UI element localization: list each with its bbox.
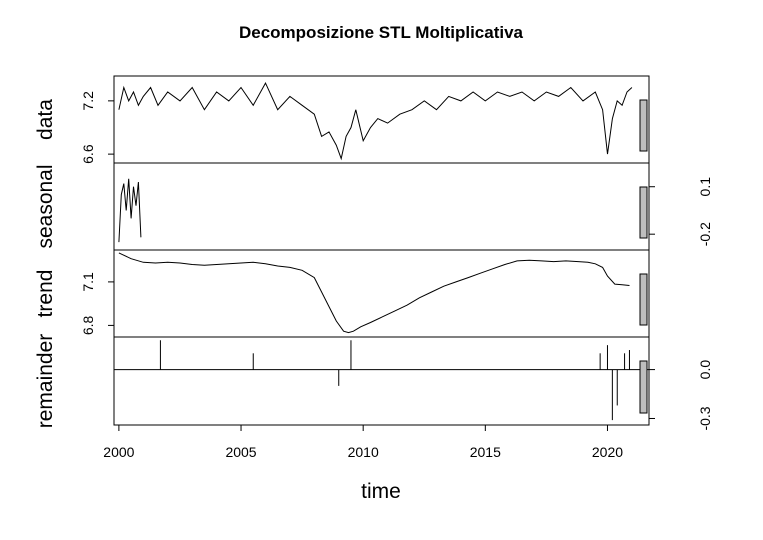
panels: 6.6 7.2 data -0.2 0.1 seasonal 6.8 7.1 trend -0.3…	[34, 75, 713, 431]
seasonal-series-line-0	[118, 178, 142, 243]
x-tick-label-3: 2015	[470, 444, 501, 460]
data-series-line-0	[118, 81, 633, 161]
panel-remainder: -0.3 0.0 remainder	[34, 334, 713, 431]
panel-remainder-range-bar	[639, 360, 648, 414]
panel-remainder-ylabel: remainder	[34, 334, 57, 429]
panel-trend-range-bar	[639, 273, 648, 326]
x-axis: 2000 2005 2010 2015 2020	[103, 425, 623, 460]
panel-trend-frame	[113, 249, 650, 338]
panel-trend: 6.8 7.1 trend	[34, 249, 650, 338]
seasonal-y-tick-label-0: -0.2	[697, 222, 713, 246]
trend-y-tick-label-1: 7.1	[80, 272, 96, 292]
panel-seasonal-range-bar	[639, 186, 648, 239]
panel-seasonal: -0.2 0.1 seasonal	[34, 162, 713, 251]
panel-remainder-frame	[113, 336, 650, 426]
panel-data-ylabel: data	[34, 99, 57, 140]
panel-data-range-bar	[639, 99, 648, 152]
panel-seasonal-frame	[113, 162, 650, 251]
remainder-y-tick-label-0: -0.3	[697, 406, 713, 430]
panel-trend-ylabel: trend	[34, 270, 57, 318]
seasonal-y-tick-label-1: 0.1	[697, 177, 713, 197]
x-tick-label-2: 2010	[348, 444, 379, 460]
x-axis-label: time	[361, 480, 401, 503]
trend-series-line-0	[118, 252, 630, 334]
x-tick-label-1: 2005	[225, 444, 256, 460]
chart-title: Decomposizione STL Moltiplicativa	[239, 23, 524, 42]
remainder-y-tick-label-1: 0.0	[697, 360, 713, 380]
panel-seasonal-ylabel: seasonal	[34, 164, 57, 248]
data-y-tick-label-1: 7.2	[80, 91, 96, 111]
x-tick-label-4: 2020	[592, 444, 623, 460]
panel-data: 6.6 7.2 data	[34, 75, 650, 164]
data-y-tick-label-0: 6.6	[80, 144, 96, 164]
trend-y-tick-label-0: 6.8	[80, 315, 96, 335]
x-tick-label-0: 2000	[103, 444, 134, 460]
